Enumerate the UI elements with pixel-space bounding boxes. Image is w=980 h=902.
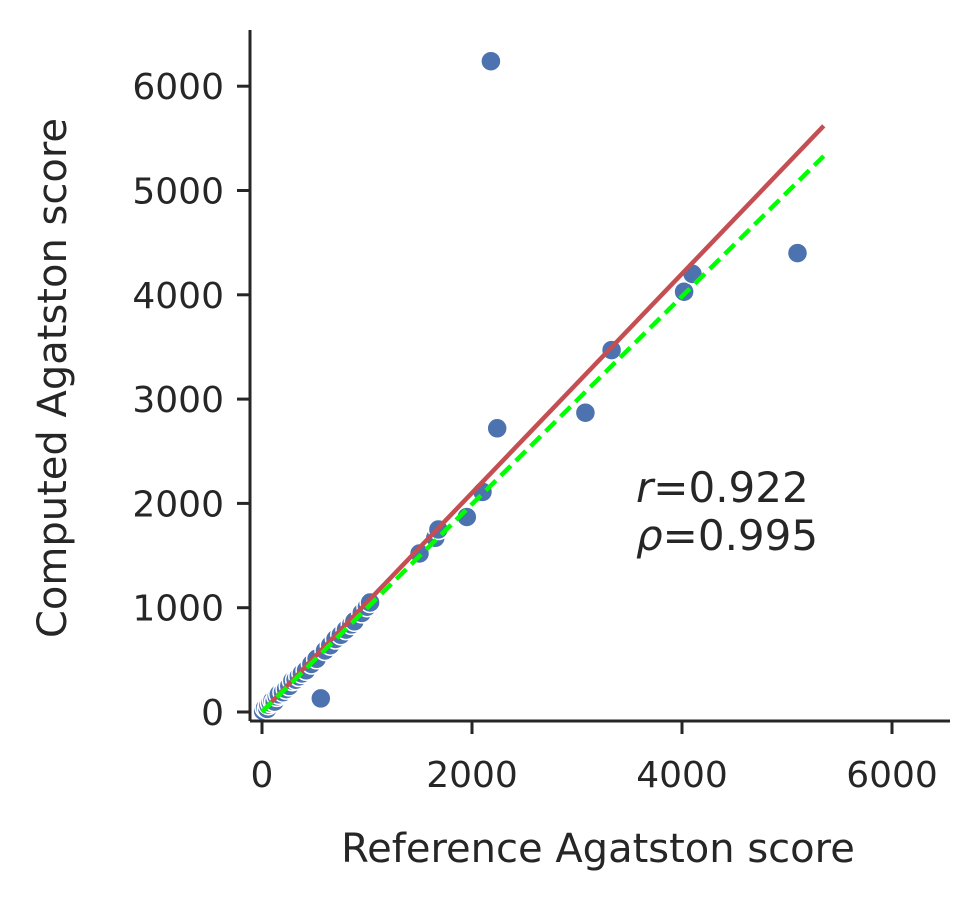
fit-line <box>260 124 826 714</box>
x-tick-label: 0 <box>251 755 274 796</box>
spearman-annotation: ρ=0.995 <box>636 511 818 560</box>
y-axis-label: Computed Agatston score <box>30 118 76 638</box>
pearson-value: =0.922 <box>653 463 808 512</box>
pearson-annotation: r=0.922 <box>636 463 809 512</box>
regression-lines <box>260 124 826 714</box>
y-tick-label: 4000 <box>132 276 224 317</box>
pearson-symbol: r <box>636 463 656 512</box>
y-tick-label: 0 <box>201 693 224 734</box>
identity-line <box>260 154 826 714</box>
data-point-35 <box>480 50 502 72</box>
x-tick-label: 4000 <box>636 755 728 796</box>
y-tick-label: 2000 <box>132 484 224 525</box>
y-tick-label: 3000 <box>132 380 224 421</box>
x-axis-label: Reference Agatston score <box>341 826 855 872</box>
y-axis-ticks: 0 1000 2000 3000 4000 5000 6000 <box>132 67 250 734</box>
x-tick-label: 2000 <box>426 755 518 796</box>
x-tick-label: 6000 <box>846 755 938 796</box>
data-point-19 <box>310 687 332 710</box>
y-tick-label: 6000 <box>132 67 224 108</box>
data-point-37 <box>574 401 597 424</box>
data-point-36 <box>486 417 508 440</box>
data-points <box>252 50 809 722</box>
y-tick-label: 5000 <box>132 172 224 213</box>
spearman-value: =0.995 <box>663 511 818 560</box>
data-point-41 <box>786 242 809 264</box>
x-axis-ticks: 0 2000 4000 6000 <box>251 721 938 796</box>
y-tick-label: 1000 <box>132 589 224 630</box>
spearman-symbol: ρ <box>636 511 663 560</box>
